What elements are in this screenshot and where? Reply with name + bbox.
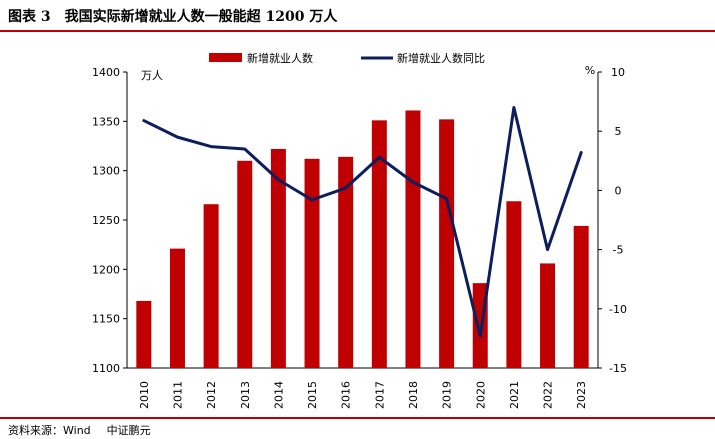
yoy-point-2022 bbox=[546, 248, 549, 251]
yoy-point-2013 bbox=[243, 147, 246, 151]
right-axis-tick-label: 5 bbox=[615, 125, 622, 138]
bar-2014 bbox=[270, 148, 286, 368]
bar-2015 bbox=[304, 158, 320, 368]
source-note: 资料来源：Wind 中证鹏元 bbox=[8, 422, 151, 438]
yoy-point-2023 bbox=[579, 151, 583, 154]
bar-2011 bbox=[169, 248, 185, 368]
x-axis-tick-label: 2019 bbox=[441, 381, 454, 409]
bar-2017 bbox=[371, 120, 387, 368]
right-axis-tick-label: -5 bbox=[613, 244, 624, 257]
yoy-point-2020 bbox=[479, 334, 482, 338]
x-axis-tick-label: 2017 bbox=[373, 381, 386, 409]
chart-area: 1100 1150 1200 1250 1300 1350 1400 -15 -10 -5 0 5 10… bbox=[92, 51, 627, 409]
x-axis-tick-label: 2013 bbox=[239, 381, 252, 409]
yoy-point-2012 bbox=[209, 145, 213, 148]
bar-2023 bbox=[573, 225, 589, 368]
right-axis-tick-label: -10 bbox=[609, 303, 627, 316]
yoy-point-2010 bbox=[142, 119, 146, 122]
bar-2013 bbox=[237, 160, 253, 368]
legend-swatch-bar bbox=[209, 53, 242, 62]
bar-2012 bbox=[203, 204, 219, 368]
bar-2016 bbox=[338, 156, 354, 368]
right-axis-label: % bbox=[585, 64, 595, 77]
x-axis-tick-label: 2012 bbox=[205, 381, 218, 409]
bar-2018 bbox=[405, 110, 421, 368]
x-axis-tick-label: 2022 bbox=[542, 381, 555, 409]
x-axis-tick-label: 2020 bbox=[474, 381, 487, 409]
x-axis-tick-label: 2023 bbox=[575, 381, 588, 409]
right-axis-tick-label: 0 bbox=[615, 184, 622, 197]
x-axis-tick-label: 2014 bbox=[272, 381, 285, 409]
right-axis-tick-label: -15 bbox=[609, 362, 627, 375]
x-axis-tick-label: 2018 bbox=[407, 381, 420, 409]
yoy-point-2017 bbox=[378, 156, 381, 159]
figure-title: 我国实际新增就业人数一般能超 1200 万人 bbox=[64, 9, 338, 25]
left-axis-tick-label: 1250 bbox=[92, 214, 120, 227]
x-axis-tick-label: 2016 bbox=[340, 381, 353, 409]
right-axis-tick-label: 10 bbox=[611, 66, 625, 79]
left-axis-tick-label: 1100 bbox=[92, 362, 120, 375]
bar-2019 bbox=[439, 119, 455, 368]
legend-label-bar: 新增就业人数 bbox=[247, 51, 313, 65]
yoy-point-2016 bbox=[344, 186, 347, 190]
chart-title: 图表 3 我国实际新增就业人数一般能超 1200 万人 bbox=[8, 6, 337, 26]
bottom-rule bbox=[0, 417, 715, 419]
yoy-point-2011 bbox=[176, 135, 179, 139]
x-axis-tick-label: 2021 bbox=[508, 381, 521, 409]
yoy-point-2021 bbox=[512, 106, 516, 109]
bar-2021 bbox=[506, 201, 522, 368]
left-axis-tick-label: 1350 bbox=[92, 115, 120, 128]
yoy-point-2014 bbox=[277, 178, 280, 181]
bar-2022 bbox=[540, 263, 556, 368]
yoy-point-2015 bbox=[310, 198, 314, 202]
top-rule bbox=[0, 30, 715, 32]
left-axis-tick-label: 1200 bbox=[92, 263, 120, 276]
yoy-point-2018 bbox=[411, 180, 415, 184]
x-axis-tick-label: 2015 bbox=[306, 381, 319, 409]
source-label: 资料来源：Wind bbox=[8, 424, 91, 437]
left-axis-tick-label: 1300 bbox=[92, 165, 120, 178]
legend-label-line: 新增就业人数同比 bbox=[397, 51, 485, 65]
yoy-point-2019 bbox=[445, 197, 448, 200]
left-axis-tick-label: 1150 bbox=[92, 313, 120, 326]
figure-number: 图表 3 bbox=[8, 9, 51, 25]
x-axis-tick-label: 2010 bbox=[138, 381, 151, 409]
left-axis-tick-label: 1400 bbox=[92, 66, 120, 79]
yoy-line bbox=[142, 106, 583, 338]
x-axis-tick-label: 2011 bbox=[171, 381, 184, 409]
left-axis-label: 万人 bbox=[141, 69, 163, 82]
publisher-label: 中证鹏元 bbox=[106, 424, 151, 437]
bar-2010 bbox=[136, 300, 152, 368]
